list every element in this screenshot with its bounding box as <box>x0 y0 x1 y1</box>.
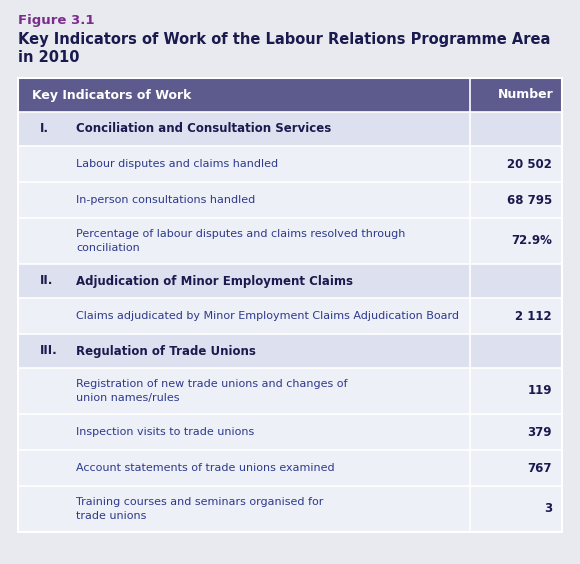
Text: Adjudication of Minor Employment Claims: Adjudication of Minor Employment Claims <box>76 275 353 288</box>
Text: I.: I. <box>40 122 49 135</box>
Text: Claims adjudicated by Minor Employment Claims Adjudication Board: Claims adjudicated by Minor Employment C… <box>76 311 459 321</box>
Text: III.: III. <box>40 345 58 358</box>
Bar <box>18 78 562 532</box>
Bar <box>18 298 562 334</box>
Text: Inspection visits to trade unions: Inspection visits to trade unions <box>76 427 254 437</box>
Bar <box>18 368 562 414</box>
Text: Training courses and seminars organised for
trade unions: Training courses and seminars organised … <box>76 497 324 521</box>
Text: 119: 119 <box>527 385 552 398</box>
Text: Regulation of Trade Unions: Regulation of Trade Unions <box>76 345 256 358</box>
Bar <box>18 264 562 298</box>
Bar <box>18 450 562 486</box>
Text: 72.9%: 72.9% <box>511 235 552 248</box>
Bar <box>18 146 562 182</box>
Bar <box>18 334 562 368</box>
Bar <box>18 112 562 146</box>
Text: 767: 767 <box>527 461 552 474</box>
Text: Account statements of trade unions examined: Account statements of trade unions exami… <box>76 463 335 473</box>
Text: 20 502: 20 502 <box>507 157 552 170</box>
Text: Figure 3.1: Figure 3.1 <box>18 14 95 27</box>
Text: Key Indicators of Work of the Labour Relations Programme Area: Key Indicators of Work of the Labour Rel… <box>18 32 550 47</box>
Bar <box>18 182 562 218</box>
Text: 3: 3 <box>544 503 552 515</box>
Text: Conciliation and Consultation Services: Conciliation and Consultation Services <box>76 122 331 135</box>
Text: II.: II. <box>40 275 53 288</box>
Text: Registration of new trade unions and changes of
union names/rules: Registration of new trade unions and cha… <box>76 380 347 403</box>
Text: Labour disputes and claims handled: Labour disputes and claims handled <box>76 159 278 169</box>
Bar <box>18 78 562 112</box>
Text: In-person consultations handled: In-person consultations handled <box>76 195 255 205</box>
Text: 2 112: 2 112 <box>516 310 552 323</box>
Bar <box>18 414 562 450</box>
Bar <box>18 486 562 532</box>
Text: Key Indicators of Work: Key Indicators of Work <box>32 89 191 102</box>
Text: Number: Number <box>498 89 554 102</box>
Text: 68 795: 68 795 <box>507 193 552 206</box>
Text: in 2010: in 2010 <box>18 50 79 65</box>
Text: 379: 379 <box>527 425 552 438</box>
Bar <box>18 218 562 264</box>
Text: Percentage of labour disputes and claims resolved through
conciliation: Percentage of labour disputes and claims… <box>76 230 405 253</box>
